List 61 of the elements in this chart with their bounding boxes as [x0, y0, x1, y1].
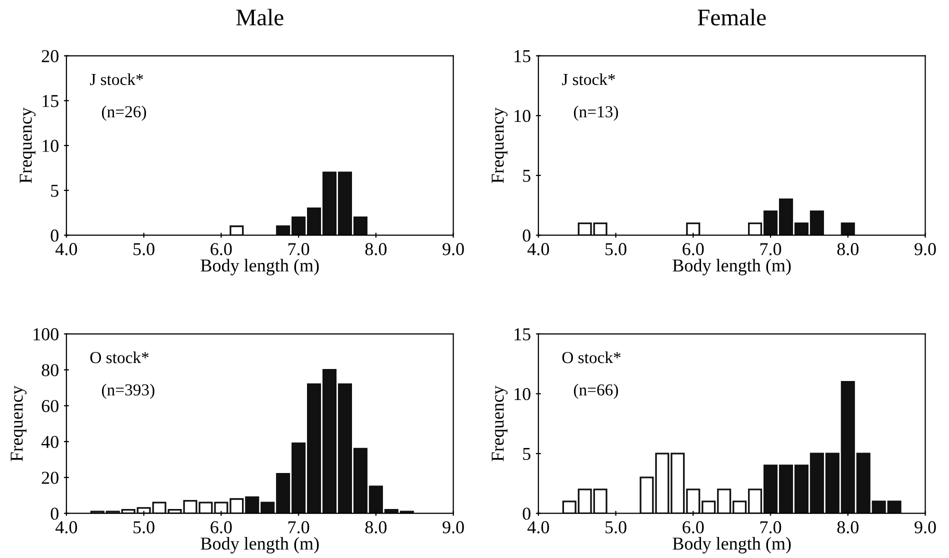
- x-tick-label: 8.0: [365, 521, 387, 534]
- y-tick-label: 10: [514, 388, 530, 400]
- y-tick-label: 80: [42, 364, 58, 376]
- x-tick-label: 6.0: [210, 243, 232, 256]
- x-tick-label: 5.0: [606, 243, 626, 256]
- x-tick-label: 8.0: [365, 243, 387, 256]
- x-tick-label: 5.0: [134, 243, 154, 256]
- y-tick-label: 100: [34, 328, 58, 340]
- y-tick-label: 10: [514, 110, 530, 122]
- x-tick-label: 6.0: [682, 521, 704, 534]
- x-tick-label: 6.0: [210, 521, 232, 534]
- y-tick-label: 60: [42, 400, 58, 412]
- x-tick-label: 9.0: [914, 243, 936, 256]
- x-tick-label: 9.0: [914, 521, 936, 534]
- y-axis-title: Frequency: [492, 386, 508, 462]
- x-tick-label: 4.0: [56, 521, 78, 534]
- annotation: (n=393): [102, 384, 154, 399]
- x-tick-label: 6.0: [682, 243, 704, 256]
- y-tick-label: 10: [42, 140, 58, 152]
- x-tick-label: 7.0: [760, 243, 782, 256]
- x-axis-title: Body length (m): [672, 258, 791, 276]
- annotation: J stock*: [90, 73, 144, 86]
- y-tick-label: 20: [42, 50, 58, 62]
- y-tick-label: 0: [50, 229, 58, 242]
- y-tick-label: 0: [522, 229, 530, 242]
- x-tick-label: 7.0: [288, 521, 310, 534]
- x-tick-label: 4.0: [527, 243, 550, 256]
- x-tick-label: 9.0: [442, 243, 464, 256]
- annotation: (n=26): [102, 106, 146, 121]
- y-tick-label: 15: [514, 328, 530, 340]
- y-tick-label: 40: [41, 436, 58, 448]
- x-tick-label: 7.0: [760, 521, 782, 534]
- x-tick-label: 9.0: [442, 521, 464, 534]
- annotation: J stock*: [562, 73, 615, 86]
- x-axis-title: Body length (m): [200, 258, 319, 276]
- annotation: O stock*: [562, 351, 621, 364]
- x-tick-label: 8.0: [837, 521, 858, 534]
- annotation: O stock*: [90, 351, 149, 364]
- x-tick-label: 8.0: [837, 243, 858, 256]
- chart-title: Female: [698, 8, 766, 26]
- y-axis-title: Frequency: [10, 386, 26, 462]
- y-tick-label: 15: [42, 95, 58, 108]
- annotation: (n=66): [574, 384, 618, 399]
- y-tick-label: 20: [42, 472, 58, 484]
- y-tick-label: 0: [50, 508, 58, 520]
- y-tick-label: 0: [522, 508, 530, 520]
- y-tick-label: 5: [51, 184, 58, 197]
- chart-title: Male: [236, 8, 284, 26]
- y-tick-label: 15: [514, 50, 530, 62]
- x-axis-title: Body length (m): [200, 537, 319, 554]
- x-tick-label: 4.0: [56, 243, 78, 256]
- x-tick-label: 5.0: [606, 521, 626, 534]
- y-tick-label: 5: [523, 448, 530, 460]
- x-axis-title: Body length (m): [672, 537, 791, 554]
- y-axis-title: Frequency: [20, 107, 36, 184]
- y-axis-title: Frequency: [492, 107, 508, 184]
- x-tick-label: 7.0: [288, 243, 310, 256]
- x-tick-label: 5.0: [134, 521, 154, 534]
- annotation: (n=13): [574, 106, 618, 121]
- x-tick-label: 4.0: [527, 521, 550, 534]
- y-tick-label: 5: [523, 170, 530, 182]
